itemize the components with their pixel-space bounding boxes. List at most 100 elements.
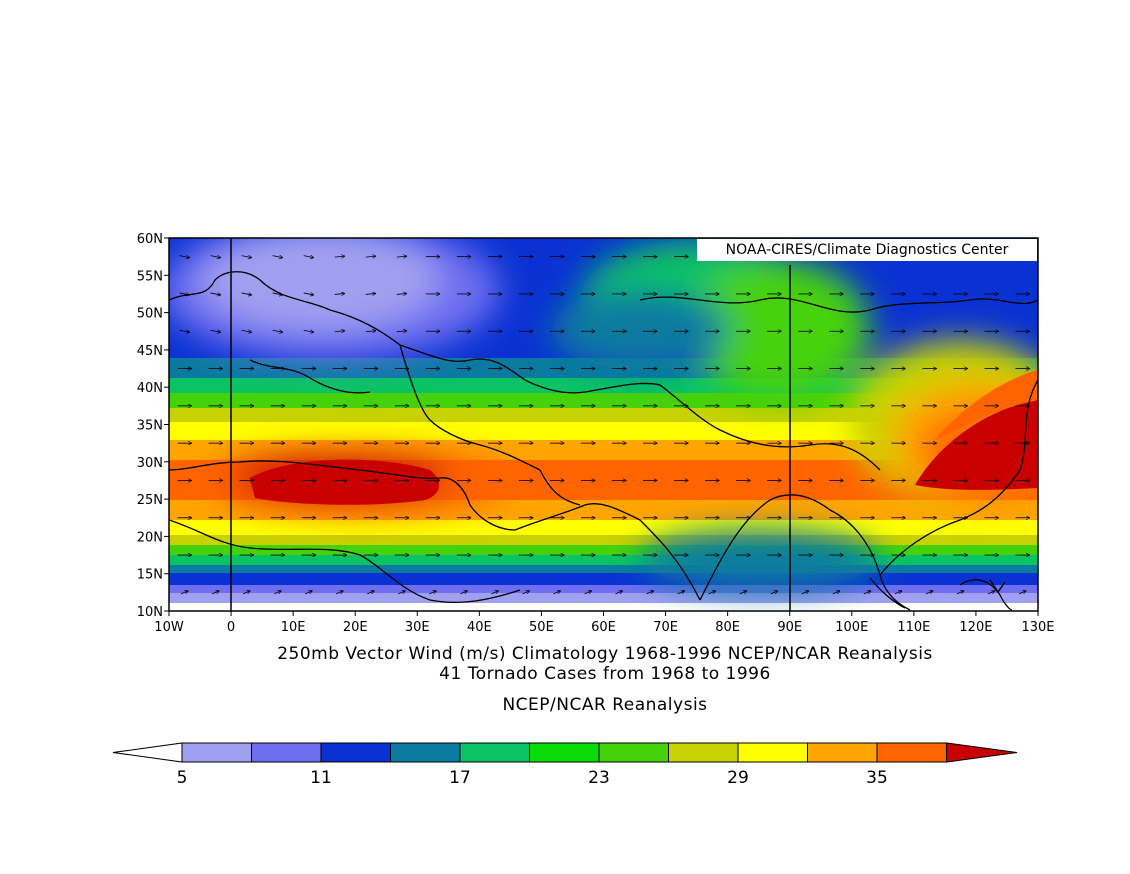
wind-vector [365, 256, 376, 257]
lat-tick-label: 50N [137, 307, 163, 322]
colorbar-swatch [251, 742, 322, 763]
colorbar-swatch [529, 742, 600, 763]
wind-vector [801, 591, 809, 595]
lon-tick-label: 100E [835, 620, 868, 635]
colorbar: 5 11 17 23 29 35 [112, 742, 1018, 788]
caption-title: 250mb Vector Wind (m/s) Climatology 1968… [277, 644, 933, 664]
colorbar-swatch [737, 742, 808, 763]
lat-tick-label: 60N [137, 232, 163, 247]
wind-vector [242, 591, 250, 595]
lat-tick-label: 45N [137, 344, 163, 359]
lon-tick-label: 60E [591, 620, 616, 635]
wind-vector [273, 591, 281, 595]
lon-tick-label: 30E [405, 620, 430, 635]
colorbar-swatch [876, 742, 947, 763]
wind-vector [615, 591, 623, 595]
colorbar-label: 35 [866, 768, 888, 788]
wind-vector [303, 293, 314, 295]
caption-subtitle: 41 Tornado Cases from 1968 to 1996 [439, 664, 771, 684]
wind-vector [334, 256, 345, 257]
colorbar-swatch [181, 742, 252, 763]
colorbar-swatch [390, 742, 461, 763]
lon-tick-label: 50E [529, 620, 554, 635]
wind-vector [179, 256, 190, 258]
wind-vector [305, 591, 312, 595]
wind-vector [241, 330, 252, 332]
wind-vector [708, 591, 716, 595]
latitude-axis: 60N 55N 50N 45N 40N 35N 30N 25N 20N 15N 10N [137, 232, 169, 620]
lat-tick-label: 40N [137, 381, 163, 396]
lon-tick-label: 80E [715, 620, 740, 635]
lon-tick-label: 0 [227, 620, 235, 635]
lon-tick-label: 130E [1021, 620, 1054, 635]
wind-vector [367, 591, 374, 595]
lon-tick-label: 110E [897, 620, 930, 635]
wind-vector [180, 591, 188, 595]
lon-tick-label: 10W [154, 620, 184, 635]
wind-vector [179, 330, 190, 332]
wind-vector [677, 591, 685, 595]
wind-vector [584, 591, 591, 595]
wind-vector [832, 591, 840, 595]
lon-tick-label: 10E [281, 620, 306, 635]
wind-vector [241, 293, 252, 295]
lon-tick-label: 20E [343, 620, 368, 635]
wind-vector [987, 591, 995, 595]
wind-vector [334, 331, 345, 332]
colorbar-low-arrow [112, 742, 183, 763]
longitude-axis: 10W 0 10E 20E 30E 40E 50E 60E 70E 80E 90E 100E 110E 1… [154, 611, 1055, 635]
wind-vector [956, 591, 964, 595]
wind-vector [396, 331, 407, 332]
colorbar-label: 23 [588, 768, 610, 788]
wind-vector [303, 256, 314, 258]
wind-vector [336, 591, 343, 595]
colorbar-swatch [598, 742, 669, 763]
wind-vector [365, 293, 376, 294]
lat-tick-label: 25N [137, 493, 163, 508]
wind-vector [210, 256, 221, 258]
colorbar-label: 11 [310, 768, 332, 788]
wind-vector [303, 330, 314, 332]
wind-vector [925, 591, 933, 595]
colorbar-swatch [459, 742, 530, 763]
lat-tick-label: 20N [137, 530, 163, 545]
lat-tick-label: 35N [137, 419, 163, 434]
colorbar-label: 17 [449, 768, 471, 788]
wind-vector [396, 256, 407, 257]
wind-vector [396, 293, 407, 294]
lon-tick-label: 120E [959, 620, 992, 635]
colorbar-swatch [807, 742, 878, 763]
reference-meridians [230, 238, 791, 611]
wind-vector [179, 293, 190, 295]
wind-vector [272, 256, 283, 258]
credit-label: NOAA-CIRES/Climate Diagnostics Center [697, 239, 1037, 261]
colorbar-label: 29 [727, 768, 749, 788]
wind-vector [894, 591, 902, 595]
wind-vector [863, 591, 871, 595]
colorbar-label: 5 [177, 768, 188, 788]
colorbar-swatch [320, 742, 391, 763]
wind-vector [1018, 591, 1026, 595]
colorbar-high-arrow [946, 742, 1018, 763]
wind-vector [210, 330, 221, 332]
wind-vector [211, 591, 219, 595]
caption-source: NCEP/NCAR Reanalysis [502, 695, 708, 715]
lat-tick-label: 30N [137, 456, 163, 471]
wind-vector [334, 293, 345, 294]
wind-vector [460, 591, 467, 595]
lon-tick-label: 40E [467, 620, 492, 635]
wind-vector [491, 591, 498, 595]
wind-vector [646, 591, 654, 595]
wind-vector [272, 293, 283, 295]
lat-tick-label: 15N [137, 568, 163, 583]
wind-vector [365, 331, 376, 332]
wind-vector [429, 591, 436, 595]
lat-tick-label: 10N [137, 605, 163, 620]
wind-vectors [177, 256, 1030, 595]
lat-tick-label: 55N [137, 269, 163, 284]
coastlines [169, 271, 1038, 611]
wind-vector [522, 591, 529, 595]
lon-tick-label: 70E [653, 620, 678, 635]
wind-vector [739, 591, 747, 595]
